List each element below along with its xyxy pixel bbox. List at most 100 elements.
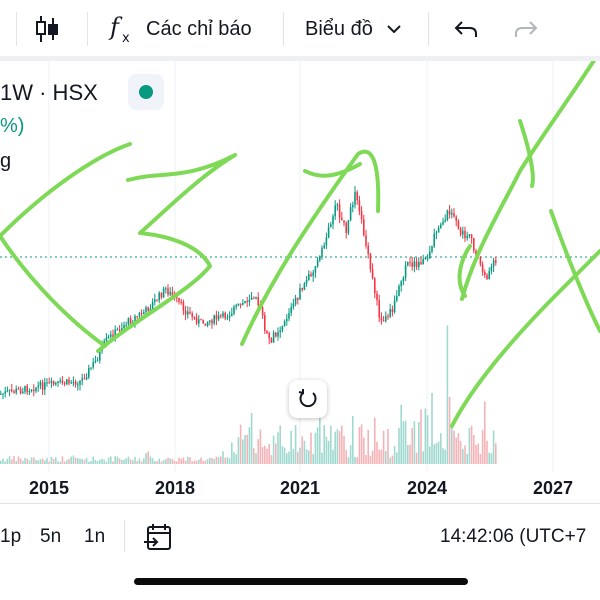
volume-bar xyxy=(393,446,396,464)
volume-bar xyxy=(431,392,433,464)
volume-bar xyxy=(235,454,237,464)
function-icon: f x xyxy=(108,13,130,45)
candle-body xyxy=(448,210,451,215)
candle-body xyxy=(277,332,279,337)
volume-bar xyxy=(189,457,191,464)
range-1p-button[interactable]: 1p xyxy=(0,526,22,547)
candle-body xyxy=(453,213,455,217)
volume-bar xyxy=(167,457,169,464)
volume-bar xyxy=(112,461,114,464)
volume-bar xyxy=(44,460,46,464)
candle-body xyxy=(411,262,413,267)
go-to-date-button[interactable] xyxy=(142,522,174,559)
volume-bar xyxy=(68,458,70,464)
home-indicator xyxy=(134,578,468,585)
candle-body xyxy=(57,381,59,383)
candle-body xyxy=(358,200,361,212)
x-tick-label: 2018 xyxy=(154,478,196,498)
volume-bar xyxy=(470,425,473,464)
candle-body xyxy=(418,262,420,268)
volume-bar xyxy=(338,431,341,464)
volume-bar xyxy=(233,452,235,464)
range-5n-button[interactable]: 5n xyxy=(40,526,62,547)
candle-body xyxy=(294,297,297,304)
volume-bar xyxy=(261,447,264,464)
x-tick-label: 2015 xyxy=(28,478,70,498)
candle-body xyxy=(376,293,378,301)
volume-bar xyxy=(187,456,189,464)
symbol-legend[interactable]: 1W · HSX xyxy=(0,80,98,105)
volume-bar xyxy=(404,420,407,464)
volume-bar xyxy=(198,459,200,464)
volume-bar xyxy=(173,460,176,464)
reset-chart-button[interactable] xyxy=(289,380,327,418)
volume-bar xyxy=(149,456,152,464)
volume-bar xyxy=(446,325,449,464)
candle-body xyxy=(50,380,53,383)
candle-body xyxy=(140,313,143,315)
volume-bar xyxy=(79,458,81,464)
volume-bar xyxy=(57,461,59,464)
undo-button[interactable] xyxy=(452,10,482,48)
volume-bar xyxy=(420,409,422,464)
volume-bar xyxy=(193,460,196,464)
candle-body xyxy=(473,237,475,251)
candle-body xyxy=(187,311,189,315)
candle-body xyxy=(297,297,299,300)
bottom-toolbar: 1p 5n 1n 14:42:06 (UTC+7 xyxy=(0,516,600,560)
clock-timezone[interactable]: 14:42:06 (UTC+7 xyxy=(440,526,587,547)
bottom-separator xyxy=(124,520,125,552)
candle-body xyxy=(268,333,270,339)
candle-body xyxy=(374,278,376,294)
candlestick-style-button[interactable] xyxy=(34,10,66,48)
chart-type-button[interactable]: Biểu đồ xyxy=(305,10,405,48)
candle-body xyxy=(327,227,330,238)
redo-button[interactable] xyxy=(510,10,540,48)
candle-body xyxy=(235,305,237,307)
volume-legend: g xyxy=(0,150,12,172)
volume-bar xyxy=(116,456,119,464)
volume-bar xyxy=(363,437,365,464)
candle-body xyxy=(19,389,22,394)
volume-bar xyxy=(248,427,251,464)
volume-bar xyxy=(99,460,101,464)
candle-body xyxy=(281,325,284,331)
volume-bar xyxy=(290,430,292,464)
volume-bar xyxy=(26,459,28,464)
candle-body xyxy=(35,387,37,392)
status-dot[interactable] xyxy=(128,74,164,110)
volume-bar xyxy=(264,445,266,464)
volume-bar xyxy=(312,453,314,464)
volume-bar xyxy=(477,443,479,464)
indicators-button[interactable]: f x Các chỉ báo xyxy=(108,10,252,48)
volume-bar xyxy=(0,460,2,464)
volume-bar xyxy=(310,432,312,464)
volume-bar xyxy=(156,461,158,464)
range-1n-button[interactable]: 1n xyxy=(84,526,106,547)
candle-body xyxy=(107,336,110,338)
candle-body xyxy=(316,260,319,267)
volume-bar xyxy=(380,449,383,464)
volume-bar xyxy=(17,456,20,464)
volume-bar xyxy=(215,456,218,464)
volume-bar xyxy=(378,449,380,464)
x-tick-label: 2024 xyxy=(406,478,448,498)
volume-bar xyxy=(41,458,44,464)
volume-bar xyxy=(321,452,323,464)
volume-bar xyxy=(316,427,319,464)
candle-body xyxy=(167,288,169,295)
volume-bar xyxy=(134,457,136,464)
volume-bar xyxy=(217,457,220,464)
volume-bar xyxy=(33,457,35,464)
candle-body xyxy=(466,235,468,239)
candle-body xyxy=(330,224,332,228)
volume-bar xyxy=(105,461,108,464)
volume-bar xyxy=(323,425,325,464)
candle-body xyxy=(495,260,497,263)
volume-bar xyxy=(224,457,226,464)
time-axis[interactable]: 2015 2018 2021 2024 2027 xyxy=(0,473,600,503)
volume-bar xyxy=(77,458,79,464)
candle-body xyxy=(422,259,424,265)
candle-body xyxy=(314,266,317,273)
volume-bar xyxy=(121,459,123,464)
